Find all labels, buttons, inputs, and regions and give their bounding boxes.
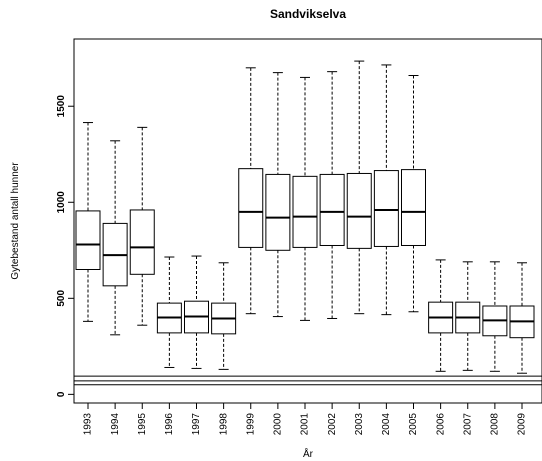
x-tick-label-1998: 1998 xyxy=(218,413,229,436)
box-2009 xyxy=(509,262,535,374)
x-tick-label-2004: 2004 xyxy=(381,413,392,436)
box-1998 xyxy=(211,262,237,370)
box-iqr xyxy=(75,210,101,271)
x-axis: 1993 1994 1995 1996 1997 1998 1999 2000 2001 2002… xyxy=(83,403,528,435)
x-tick-label-2009: 2009 xyxy=(517,413,528,436)
box-2007 xyxy=(455,261,481,371)
x-tick-label-2005: 2005 xyxy=(408,413,419,436)
box-1994 xyxy=(102,140,128,336)
x-tick-label-2002: 2002 xyxy=(327,413,338,436)
x-tick-label-2008: 2008 xyxy=(490,413,501,436)
box-iqr xyxy=(265,173,291,251)
box-2005 xyxy=(401,74,426,313)
y-tick-label-1500: 1500 xyxy=(56,95,67,118)
box-iqr xyxy=(129,209,155,275)
y-tick-label-1000: 1000 xyxy=(56,191,67,214)
x-tick-label-1994: 1994 xyxy=(110,413,121,436)
box-1997 xyxy=(184,255,209,369)
box-series xyxy=(75,60,535,374)
box-2006 xyxy=(428,259,454,372)
x-tick-label-1993: 1993 xyxy=(83,413,94,436)
y-tick-label-500: 500 xyxy=(56,290,67,307)
box-1995 xyxy=(129,126,155,326)
x-tick-label-2006: 2006 xyxy=(435,413,446,436)
box-iqr xyxy=(373,170,399,247)
x-tick-label-2000: 2000 xyxy=(273,413,284,436)
box-2008 xyxy=(482,261,508,372)
box-iqr xyxy=(292,175,318,248)
box-iqr xyxy=(238,168,264,248)
y-axis: 0 500 1000 1500 xyxy=(56,95,74,397)
box-1993 xyxy=(75,122,101,322)
reference-lines xyxy=(74,375,542,386)
box-2002 xyxy=(319,71,345,319)
x-tick-label-1999: 1999 xyxy=(245,413,256,436)
box-2001 xyxy=(292,76,318,321)
box-iqr xyxy=(319,173,345,246)
y-tick-label-0: 0 xyxy=(56,391,67,397)
box-2004 xyxy=(373,64,399,316)
chart-title: Sandvikselva xyxy=(270,7,346,21)
y-axis-label: Gytebestand antall hunner xyxy=(10,162,21,280)
box-1999 xyxy=(238,67,264,315)
x-axis-label: År xyxy=(303,447,314,460)
box-2003 xyxy=(346,60,372,315)
box-iqr xyxy=(346,172,372,249)
x-tick-label-1997: 1997 xyxy=(191,413,202,436)
box-iqr xyxy=(401,169,426,246)
x-tick-label-2003: 2003 xyxy=(354,413,365,436)
x-tick-label-2007: 2007 xyxy=(462,413,473,436)
box-2000 xyxy=(265,72,291,318)
box-1996 xyxy=(156,256,182,368)
x-tick-label-2001: 2001 xyxy=(300,413,311,436)
x-tick-label-1995: 1995 xyxy=(137,413,148,436)
plot-frame xyxy=(73,38,542,404)
x-tick-label-1996: 1996 xyxy=(164,413,175,436)
